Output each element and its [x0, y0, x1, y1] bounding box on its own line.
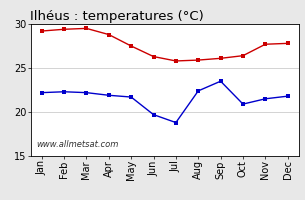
Text: www.allmetsat.com: www.allmetsat.com: [36, 140, 118, 149]
Text: Ilhéus : temperatures (°C): Ilhéus : temperatures (°C): [30, 10, 204, 23]
